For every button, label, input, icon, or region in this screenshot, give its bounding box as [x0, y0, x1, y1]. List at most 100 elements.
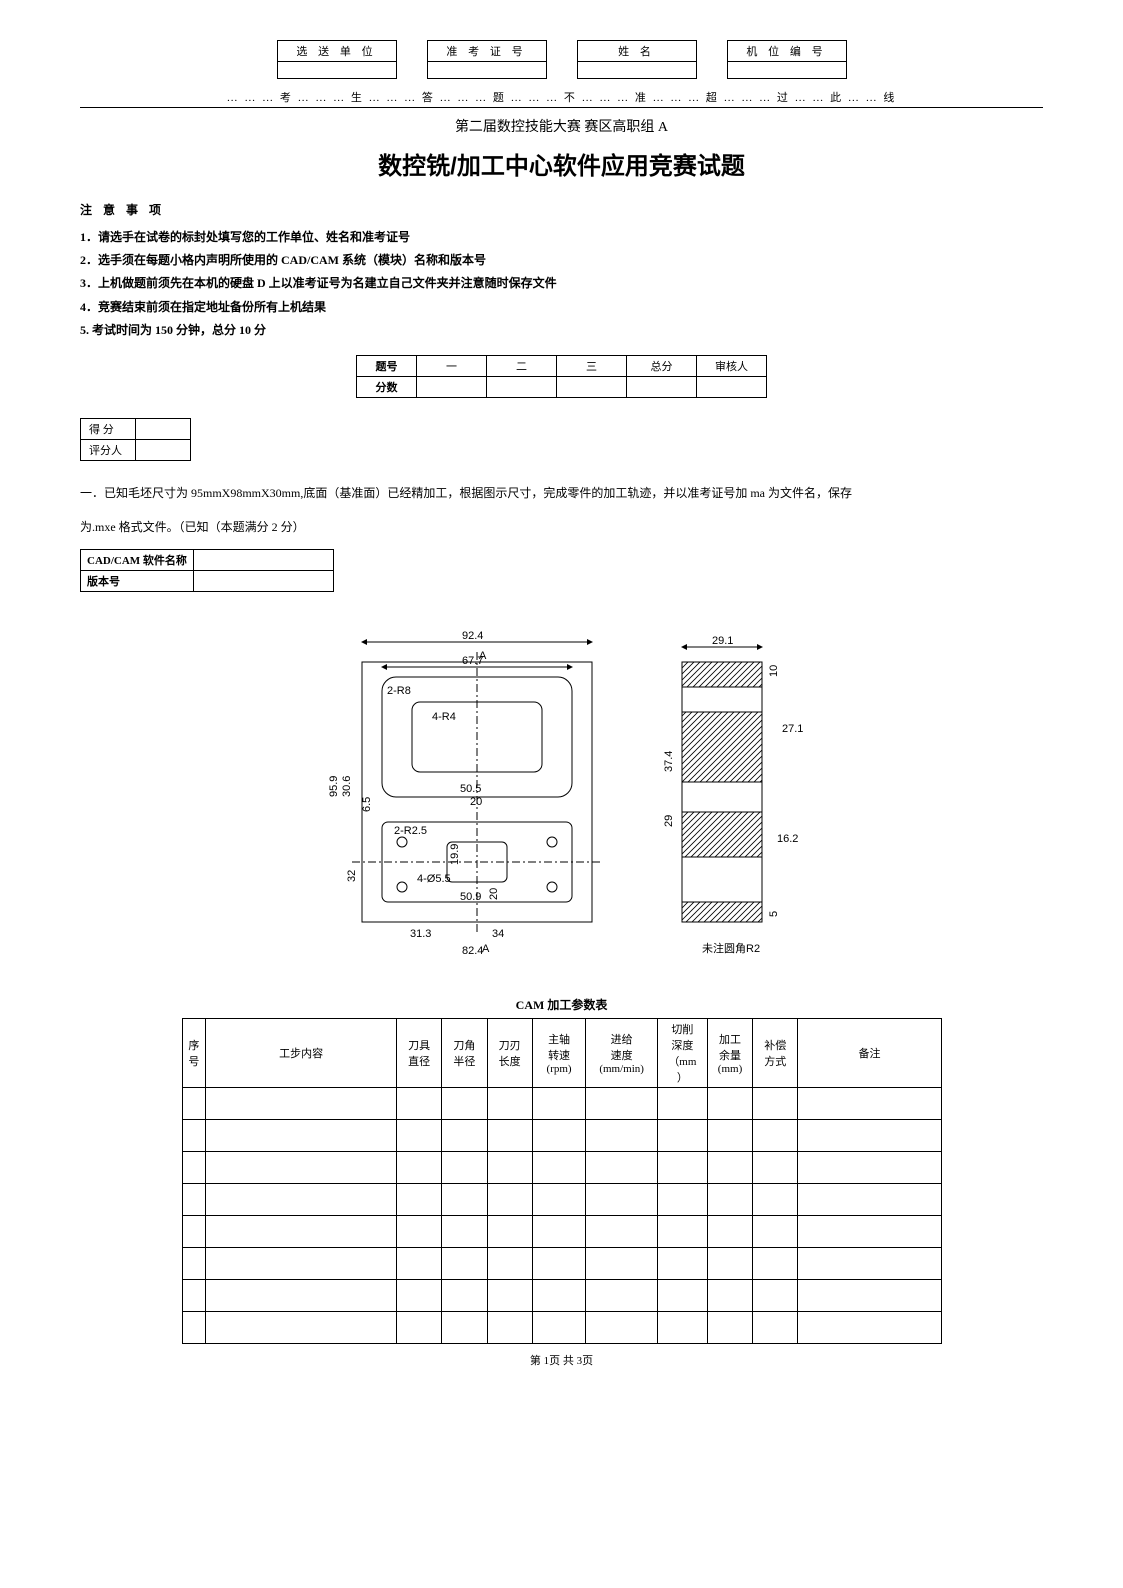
cell — [707, 1247, 752, 1279]
cell — [753, 1119, 798, 1151]
horizontal-rule — [80, 107, 1043, 108]
table-header-cell: 备注 — [798, 1018, 941, 1087]
notice-header: 注 意 事 项 — [80, 201, 1043, 218]
notice-item: 4．竞赛结束前须在指定地址备份所有上机结果 — [80, 298, 1043, 317]
cell — [182, 1119, 206, 1151]
cell — [487, 1087, 532, 1119]
cell — [657, 1151, 707, 1183]
cell — [707, 1183, 752, 1215]
score-table: 题号 一 二 三 总分 审核人 分数 — [356, 355, 767, 398]
page-title: 数控铣/加工中心软件应用竞赛试题 — [80, 146, 1043, 181]
cell — [396, 1087, 441, 1119]
cell — [206, 1151, 397, 1183]
cell — [798, 1119, 941, 1151]
cutoff-line-text: … … … 考 … … … 生 … … … 答 … … … 题 … … … 不 … — [80, 89, 1043, 105]
cell — [396, 1279, 441, 1311]
cell — [753, 1087, 798, 1119]
cell — [487, 1247, 532, 1279]
header-box-exam-id: 准 考 证 号 — [427, 40, 547, 79]
cell — [182, 1279, 206, 1311]
cell — [396, 1151, 441, 1183]
question-text-line2: 为.mxe 格式文件。（已知（本题满分 2 分） — [80, 515, 1043, 539]
cell — [532, 1151, 586, 1183]
cell — [586, 1119, 657, 1151]
table-row: 评分人 — [81, 439, 191, 460]
cell — [798, 1247, 941, 1279]
table-row — [182, 1183, 941, 1215]
cell — [657, 1119, 707, 1151]
cell — [442, 1279, 487, 1311]
table-row — [182, 1119, 941, 1151]
cell — [396, 1215, 441, 1247]
cell — [532, 1311, 586, 1343]
cell — [442, 1311, 487, 1343]
cell — [442, 1247, 487, 1279]
cell — [657, 1183, 707, 1215]
table-header-cell: 加工余量(mm) — [707, 1018, 752, 1087]
dim-label: 50.5 — [460, 783, 481, 795]
dim-label: 16.2 — [777, 833, 798, 845]
table-row: 得 分 — [81, 418, 191, 439]
cam-table: 序号工步内容刀具直径刀角半径刀刃长度主轴转速(rpm)进给速度(mm/min)切… — [182, 1018, 942, 1344]
cell — [707, 1215, 752, 1247]
dim-label: A — [482, 943, 490, 955]
cell — [753, 1311, 798, 1343]
cell — [136, 439, 191, 460]
cell — [657, 1087, 707, 1119]
table-row — [182, 1087, 941, 1119]
cell — [532, 1279, 586, 1311]
cell: 二 — [487, 355, 557, 376]
dim-label: 32 — [346, 870, 358, 882]
dim-label: 10 — [768, 665, 780, 677]
cell — [487, 1279, 532, 1311]
header-box-value — [278, 62, 396, 78]
table-header-cell: 刀刃长度 — [487, 1018, 532, 1087]
cell — [182, 1215, 206, 1247]
cell-label: 评分人 — [81, 439, 136, 460]
cell — [707, 1151, 752, 1183]
cell — [487, 1183, 532, 1215]
cell — [586, 1215, 657, 1247]
cell — [206, 1247, 397, 1279]
cell: 审核人 — [697, 355, 767, 376]
cell — [136, 418, 191, 439]
cell — [753, 1183, 798, 1215]
dim-label: 2-R2.5 — [394, 825, 427, 837]
notice-item: 5. 考试时间为 150 分钟，总分 10 分 — [80, 321, 1043, 340]
dim-label: 37.4 — [663, 751, 675, 772]
cell — [193, 570, 333, 591]
cell — [206, 1183, 397, 1215]
dim-label: 4-R4 — [432, 711, 456, 723]
cell — [487, 376, 557, 397]
dim-label: 20 — [488, 888, 500, 900]
page-footer: 第 1页 共 3页 — [80, 1352, 1043, 1368]
cell — [396, 1247, 441, 1279]
subtitle: 第二届数控技能大赛 赛区高职组 A — [80, 116, 1043, 136]
table-header-cell: 补偿方式 — [753, 1018, 798, 1087]
cell — [586, 1311, 657, 1343]
cell — [442, 1087, 487, 1119]
dim-label: 82.4 — [462, 945, 483, 957]
table-row — [182, 1151, 941, 1183]
cell — [193, 549, 333, 570]
dim-label: 95.9 — [328, 776, 340, 797]
table-header-cell: 主轴转速(rpm) — [532, 1018, 586, 1087]
table-row — [182, 1215, 941, 1247]
dim-label: 未注圆角R2 — [702, 941, 760, 955]
cell — [697, 376, 767, 397]
cell — [557, 376, 627, 397]
header-box-label: 准 考 证 号 — [428, 41, 546, 62]
dim-label: 4-Ø5.5 — [417, 873, 451, 885]
dim-label: 19.9 — [449, 844, 461, 865]
dim-label: 2-R8 — [387, 685, 411, 697]
header-box-unit: 选 送 单 位 — [277, 40, 397, 79]
header-box-value — [428, 62, 546, 78]
cell — [487, 1311, 532, 1343]
cell: 三 — [557, 355, 627, 376]
cell — [442, 1151, 487, 1183]
cell — [627, 376, 697, 397]
cell — [586, 1087, 657, 1119]
cell — [753, 1215, 798, 1247]
table-header-cell: 进给速度(mm/min) — [586, 1018, 657, 1087]
cell — [206, 1087, 397, 1119]
